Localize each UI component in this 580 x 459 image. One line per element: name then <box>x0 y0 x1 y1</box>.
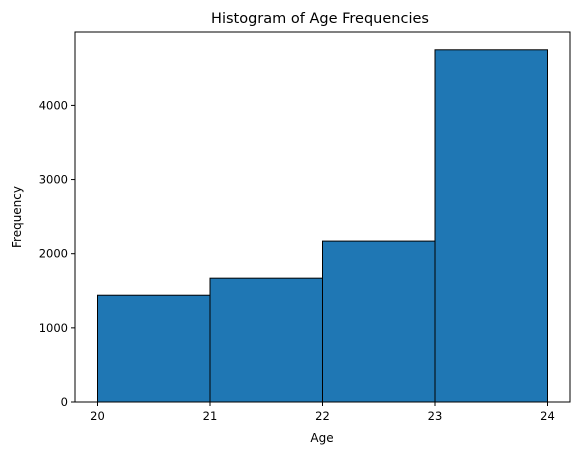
bars-group <box>97 49 548 403</box>
y-tick-label: 3000 <box>39 173 68 187</box>
x-tick-label: 20 <box>90 409 105 423</box>
y-tick-label: 2000 <box>39 247 68 261</box>
x-tick-label: 21 <box>203 409 218 423</box>
y-tick-label: 1000 <box>39 321 68 335</box>
y-axis-label: Frequency <box>10 186 24 248</box>
y-tick-label: 0 <box>61 395 68 409</box>
y-tick-label: 4000 <box>39 98 68 112</box>
histogram-bar-1 <box>97 294 211 403</box>
x-tick-label: 23 <box>428 409 443 423</box>
plot-frame <box>74 31 571 403</box>
histogram-bar-2 <box>209 277 323 403</box>
x-axis-ticks: 20 21 22 23 24 <box>90 402 555 423</box>
x-tick-label: 24 <box>540 409 555 423</box>
histogram-bar-4 <box>434 49 548 403</box>
chart-title: Histogram of Age Frequencies <box>211 11 429 27</box>
y-axis-ticks: 0 1000 2000 3000 4000 <box>39 98 75 409</box>
x-axis-label: Age <box>310 431 333 445</box>
histogram-bar-3 <box>322 240 436 403</box>
x-tick-label: 22 <box>315 409 330 423</box>
